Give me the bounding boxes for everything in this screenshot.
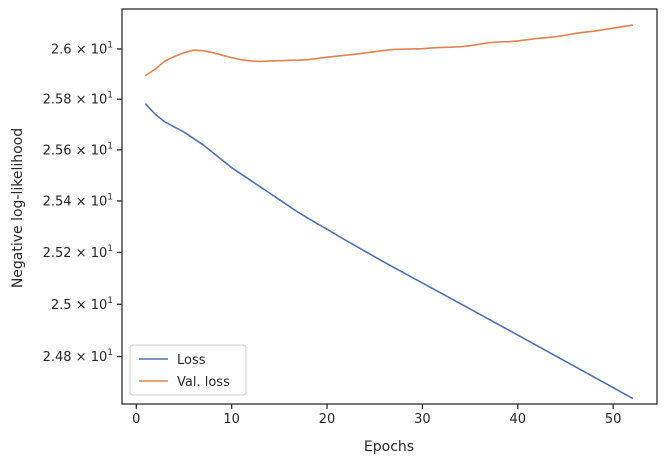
x-tick-label: 0 xyxy=(132,412,140,427)
y-tick-label: 2.48 × 101 xyxy=(43,348,113,365)
axes: 0 10 20 30 40 50 2.48 × 101 2.5 × 101 2.52 × 101… xyxy=(43,8,658,427)
axes-frame xyxy=(121,8,658,405)
x-tick-label: 30 xyxy=(414,412,431,427)
x-tick-label: 10 xyxy=(223,412,240,427)
legend-label: Loss xyxy=(177,353,206,368)
plot-area xyxy=(144,24,634,400)
series-line-1 xyxy=(144,24,634,77)
y-tick-label: 2.52 × 101 xyxy=(43,244,113,261)
legend-label: Val. loss xyxy=(177,375,230,390)
legend: Loss Val. loss xyxy=(129,344,247,396)
y-tick-label: 2.58 × 101 xyxy=(43,91,113,108)
x-tick-label: 20 xyxy=(319,412,336,427)
y-tick-label: 2.5 × 101 xyxy=(51,296,113,313)
y-tick-label: 2.54 × 101 xyxy=(43,192,113,209)
x-tick-label: 40 xyxy=(509,412,526,427)
y-axis-label: Negative log-likelihood xyxy=(10,128,26,288)
y-tick-label: 2.56 × 101 xyxy=(43,141,113,158)
series-line-0 xyxy=(144,103,634,400)
legend-box xyxy=(129,344,247,396)
y-tick-label: 2.6 × 101 xyxy=(51,40,113,57)
x-tick-label: 50 xyxy=(605,412,622,427)
x-axis-label: Epochs xyxy=(364,439,414,455)
